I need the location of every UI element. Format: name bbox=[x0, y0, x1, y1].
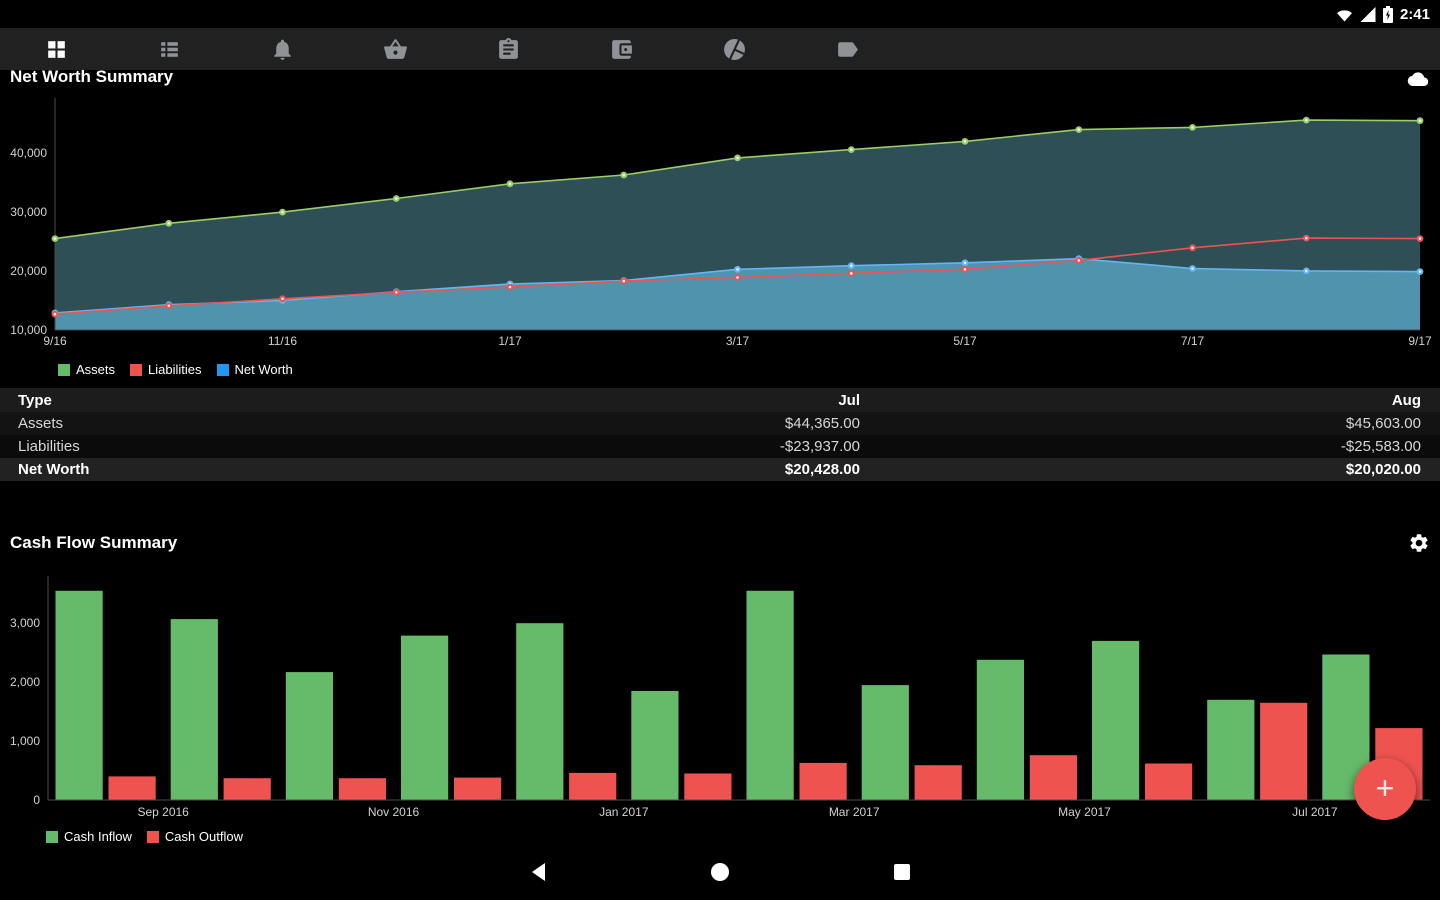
cash-flow-bars bbox=[55, 590, 1423, 800]
svg-text:Jul 2017: Jul 2017 bbox=[1292, 805, 1338, 819]
liabilities-aug: -$25,583.00 bbox=[1340, 438, 1421, 455]
add-transaction-fab[interactable]: + bbox=[1354, 758, 1416, 820]
status-bar: 2:41 bbox=[0, 0, 1440, 28]
svg-text:11/16: 11/16 bbox=[268, 334, 297, 348]
net-worth-legend: Assets Liabilities Net Worth bbox=[58, 362, 293, 377]
android-nav-bar bbox=[0, 844, 1440, 900]
recents-icon[interactable] bbox=[886, 856, 918, 888]
legend-assets: Assets bbox=[58, 362, 115, 377]
legend-swatch-liabilities bbox=[130, 363, 143, 376]
svg-text:Nov 2016: Nov 2016 bbox=[368, 805, 420, 819]
svg-text:0: 0 bbox=[33, 793, 40, 807]
legend-cash-inflow: Cash Inflow bbox=[46, 829, 132, 844]
assets-aug: $45,603.00 bbox=[1345, 415, 1421, 432]
svg-text:Mar 2017: Mar 2017 bbox=[829, 805, 880, 819]
battery-charging-icon bbox=[1382, 5, 1393, 23]
col-aug: Aug bbox=[1391, 391, 1421, 409]
home-icon[interactable] bbox=[704, 856, 736, 888]
legend-label-liabilities: Liabilities bbox=[148, 362, 202, 377]
liabilities-jul: -$23,937.00 bbox=[779, 438, 860, 455]
cash-flow-title: Cash Flow Summary bbox=[10, 533, 178, 552]
area-fills bbox=[55, 120, 1420, 330]
svg-text:40,000: 40,000 bbox=[10, 146, 47, 160]
svg-text:1,000: 1,000 bbox=[10, 734, 40, 748]
legend-label-outflow: Cash Outflow bbox=[164, 829, 243, 844]
table-row-liabilities: Liabilities -$23,937.00 -$25,583.00 bbox=[0, 435, 1440, 458]
networth-aug: $20,020.00 bbox=[1345, 461, 1421, 478]
svg-text:9/17: 9/17 bbox=[1408, 334, 1432, 348]
cash-flow-legend: Cash Inflow Cash Outflow bbox=[46, 829, 243, 844]
table-row-assets: Assets $44,365.00 $45,603.00 bbox=[0, 412, 1440, 435]
wifi-icon bbox=[1336, 7, 1353, 22]
legend-swatch-networth bbox=[216, 363, 229, 376]
svg-text:1/17: 1/17 bbox=[498, 334, 522, 348]
cash-flow-header: Cash Flow Summary bbox=[10, 530, 1430, 556]
legend-label-inflow: Cash Inflow bbox=[64, 829, 132, 844]
cash-flow-chart[interactable]: 0 1,000 2,000 3,000 Sep 2016 Nov 2016 Jan 2017… bbox=[0, 570, 1440, 830]
svg-text:9/16: 9/16 bbox=[43, 334, 67, 348]
col-type: Type bbox=[18, 391, 52, 409]
legend-swatch-outflow bbox=[146, 830, 159, 843]
svg-text:3,000: 3,000 bbox=[10, 616, 40, 630]
svg-text:20,000: 20,000 bbox=[10, 264, 47, 278]
app-toolbar bbox=[0, 28, 1440, 70]
area-points bbox=[51, 116, 1424, 318]
settings-gear-icon[interactable] bbox=[1408, 532, 1430, 554]
bell-icon[interactable] bbox=[226, 28, 339, 70]
svg-text:May 2017: May 2017 bbox=[1058, 805, 1111, 819]
legend-label-assets: Assets bbox=[76, 362, 116, 377]
tag-icon[interactable] bbox=[791, 28, 904, 70]
legend-swatch-inflow bbox=[46, 830, 58, 843]
net-worth-table: Type Jul Aug Assets $44,365.00 $45,603.0… bbox=[0, 388, 1440, 481]
table-header-row: Type Jul Aug bbox=[0, 388, 1440, 412]
svg-text:2,000: 2,000 bbox=[10, 675, 40, 689]
networth-jul: $20,428.00 bbox=[784, 461, 860, 478]
plus-icon: + bbox=[1375, 770, 1395, 806]
list-icon[interactable] bbox=[113, 28, 226, 70]
table-row-networth: Net Worth $20,428.00 $20,020.00 bbox=[0, 458, 1440, 481]
pie-chart-icon[interactable] bbox=[678, 28, 791, 70]
legend-swatch-assets bbox=[58, 363, 70, 376]
assets-jul: $44,365.00 bbox=[784, 415, 860, 432]
grid-icon[interactable] bbox=[0, 28, 113, 70]
cellular-icon bbox=[1360, 6, 1376, 22]
net-worth-title: Net Worth Summary bbox=[10, 67, 174, 86]
clipboard-icon[interactable] bbox=[452, 28, 565, 70]
svg-text:Jan 2017: Jan 2017 bbox=[599, 805, 649, 819]
legend-label-networth: Net Worth bbox=[234, 362, 293, 377]
svg-text:3/17: 3/17 bbox=[726, 334, 750, 348]
svg-text:5/17: 5/17 bbox=[953, 334, 977, 348]
assets-label: Assets bbox=[18, 415, 64, 432]
liabilities-label: Liabilities bbox=[18, 438, 80, 455]
basket-icon[interactable] bbox=[339, 28, 452, 70]
back-icon[interactable] bbox=[522, 856, 554, 888]
svg-text:30,000: 30,000 bbox=[10, 205, 47, 219]
legend-cash-outflow: Cash Outflow bbox=[146, 829, 243, 844]
col-jul: Jul bbox=[838, 391, 860, 409]
legend-liabilities: Liabilities bbox=[130, 362, 202, 377]
svg-text:Sep 2016: Sep 2016 bbox=[137, 805, 189, 819]
legend-networth: Net Worth bbox=[216, 362, 293, 377]
svg-text:10,000: 10,000 bbox=[10, 323, 47, 337]
cloud-sync-icon[interactable] bbox=[1406, 69, 1430, 86]
wallet-icon[interactable] bbox=[565, 28, 678, 70]
net-worth-header: Net Worth Summary bbox=[10, 64, 1430, 90]
svg-text:7/17: 7/17 bbox=[1181, 334, 1205, 348]
net-worth-chart[interactable]: 10,000 20,000 30,000 40,000 9/16 11/16 1/17 3/1… bbox=[0, 92, 1440, 354]
networth-label: Net Worth bbox=[18, 461, 90, 478]
status-time: 2:41 bbox=[1399, 5, 1430, 23]
